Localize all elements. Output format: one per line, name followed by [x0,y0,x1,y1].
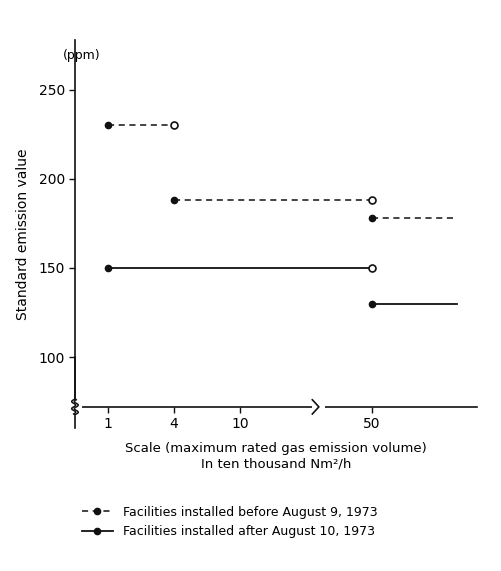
Legend: Facilities installed before August 9, 1973, Facilities installed after August 10: Facilities installed before August 9, 19… [81,506,377,538]
X-axis label: Scale (maximum rated gas emission volume)
In ten thousand Nm²/h: Scale (maximum rated gas emission volume… [125,443,426,471]
Bar [312,398,325,416]
Text: (ppm): (ppm) [63,49,101,62]
Y-axis label: Standard emission value: Standard emission value [16,148,30,320]
Bar [70,400,82,414]
